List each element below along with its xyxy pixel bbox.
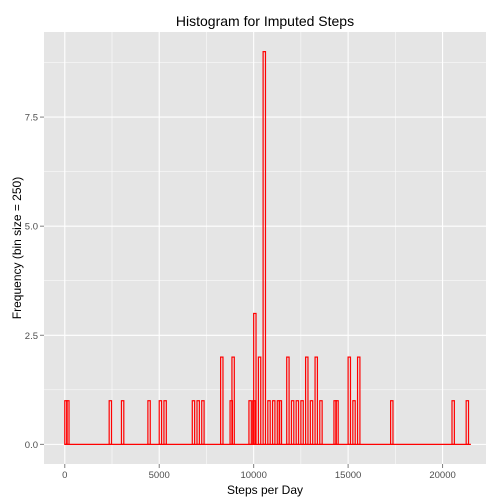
y-tick-label: 7.5 bbox=[25, 113, 38, 124]
histogram-bar bbox=[390, 400, 394, 445]
histogram-bar bbox=[309, 400, 314, 445]
histogram-bar bbox=[286, 356, 290, 445]
y-axis-label: Frequency (bin size = 250) bbox=[10, 177, 24, 319]
histogram-bar bbox=[231, 356, 235, 445]
y-tick-label: 0.0 bbox=[25, 440, 38, 451]
histogram-bar bbox=[305, 356, 309, 445]
y-axis-ticks: 0.0 2.5 5.0 7.5 bbox=[25, 113, 44, 451]
histogram-bar bbox=[295, 400, 300, 445]
histogram-bar bbox=[451, 400, 455, 445]
bars bbox=[64, 51, 471, 445]
x-tick-label: 5000 bbox=[149, 470, 170, 481]
histogram-bar bbox=[220, 356, 224, 445]
histogram-bar bbox=[252, 400, 256, 445]
y-tick-label: 2.5 bbox=[25, 331, 38, 342]
histogram-bar bbox=[319, 400, 323, 445]
histogram-bar bbox=[300, 400, 304, 445]
histogram-bar bbox=[356, 356, 361, 445]
x-tick-label: 0 bbox=[62, 470, 67, 481]
histogram-bar bbox=[257, 356, 262, 445]
y-tick-label: 5.0 bbox=[25, 222, 38, 233]
x-axis-label: Steps per Day bbox=[227, 483, 303, 497]
x-tick-label: 20000 bbox=[429, 470, 455, 481]
histogram-bar bbox=[196, 400, 200, 445]
histogram-bar bbox=[147, 400, 151, 445]
histogram-bar bbox=[267, 400, 271, 445]
histogram-bar bbox=[335, 400, 339, 445]
histogram-bar bbox=[163, 400, 167, 445]
histogram-bar bbox=[108, 400, 113, 445]
histogram-bar bbox=[352, 400, 356, 445]
histogram-bar bbox=[158, 400, 163, 445]
histogram-bar bbox=[465, 400, 470, 445]
x-tick-label: 15000 bbox=[335, 470, 361, 481]
histogram-bar bbox=[120, 400, 125, 445]
histogram-bar bbox=[191, 400, 196, 445]
histogram-bar bbox=[278, 400, 283, 445]
x-tick-label: 10000 bbox=[240, 470, 266, 481]
histogram-bar bbox=[262, 51, 267, 445]
histogram-bar bbox=[201, 400, 205, 445]
histogram-bar bbox=[248, 400, 252, 445]
histogram-bar bbox=[314, 356, 319, 445]
histogram-bar bbox=[66, 400, 70, 445]
chart-title: Histogram for Imputed Steps bbox=[176, 13, 354, 29]
histogram-bar bbox=[271, 400, 276, 445]
histogram-bar bbox=[347, 356, 352, 445]
histogram-bar bbox=[290, 400, 295, 445]
x-axis-ticks: 0 5000 10000 15000 20000 bbox=[62, 464, 456, 481]
